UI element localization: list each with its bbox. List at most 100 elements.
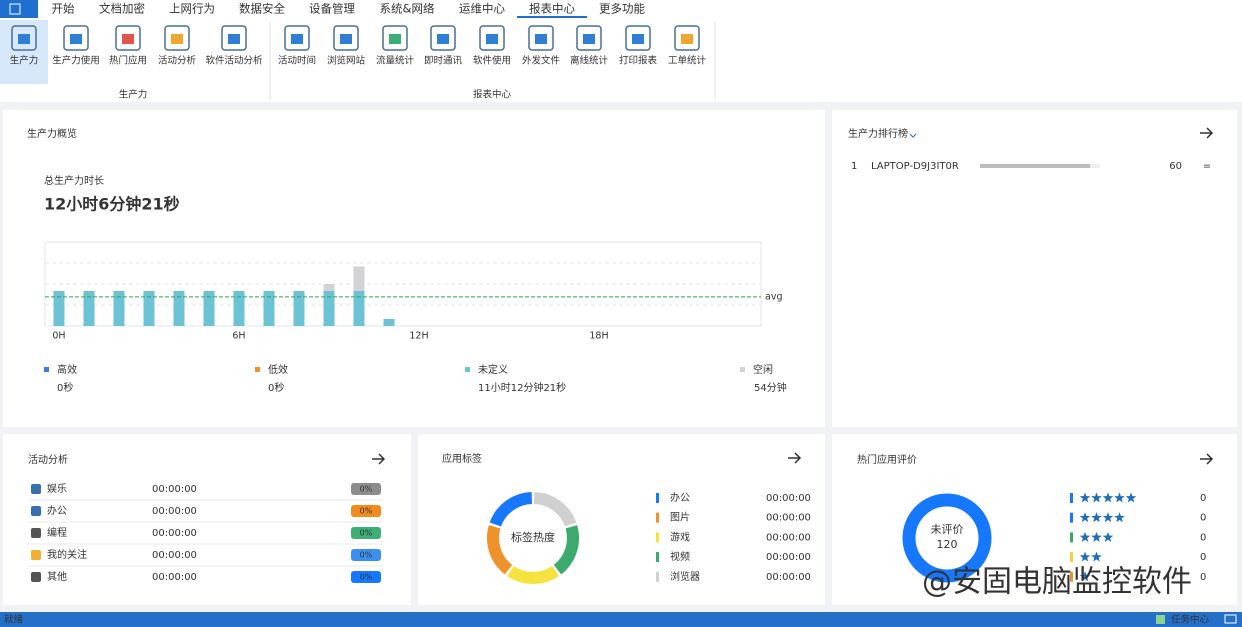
percent-label: 0% xyxy=(360,551,373,560)
activity-name: 编程 xyxy=(47,526,67,539)
activity-name: 其他 xyxy=(47,570,67,583)
computer-name: LAPTOP-D9J3IT0R xyxy=(871,161,959,172)
menu-tab[interactable]: 开始 xyxy=(52,2,75,16)
ribbon-active-bg xyxy=(0,20,48,84)
rank-value: 60 xyxy=(1169,161,1182,172)
donut-segment xyxy=(510,571,555,578)
bar-segment xyxy=(324,291,335,326)
tag-time: 00:00:00 xyxy=(766,493,811,504)
menu-tab[interactable]: 报表中心 xyxy=(529,2,575,16)
donut-center-value: 120 xyxy=(937,538,958,551)
tag-time: 00:00:00 xyxy=(766,513,811,524)
rank-number: 1 xyxy=(851,161,857,172)
rating-count: 0 xyxy=(1200,572,1206,583)
avg-label: avg xyxy=(765,291,782,302)
ribbon-item-label[interactable]: 活动时间 xyxy=(278,55,316,67)
bar-segment xyxy=(114,291,125,326)
ribbon-item-label[interactable]: 生产力使用 xyxy=(52,55,100,67)
rating-count: 0 xyxy=(1200,532,1206,543)
activity-time: 00:00:00 xyxy=(152,550,197,561)
activity-name: 办公 xyxy=(47,504,67,517)
bar-segment xyxy=(324,284,335,291)
ribbon-item-label[interactable]: 活动分析 xyxy=(158,55,197,67)
percent-label: 0% xyxy=(360,529,373,538)
ribbon-icon-accent xyxy=(389,34,401,44)
bar-segment xyxy=(84,291,95,326)
ribbon-item-label[interactable]: 生产力 xyxy=(10,55,39,67)
legend-swatch xyxy=(465,367,470,372)
menu-tab[interactable]: 运维中心 xyxy=(459,2,505,16)
legend-bar xyxy=(1070,493,1073,503)
ribbon-item-label[interactable]: 离线统计 xyxy=(570,55,609,67)
app-menu-button[interactable] xyxy=(0,0,38,18)
ribbon-icon-accent xyxy=(228,34,240,44)
ribbon-item-label[interactable]: 软件使用 xyxy=(473,55,511,67)
percent-label: 0% xyxy=(360,485,373,494)
bar-segment xyxy=(264,291,275,326)
row-icon xyxy=(31,506,41,516)
menu-tab[interactable]: 数据安全 xyxy=(239,2,285,16)
legend-swatch xyxy=(255,367,260,372)
ribbon-item-label[interactable]: 即时通讯 xyxy=(424,55,463,67)
status-left: 就绪 xyxy=(4,614,24,626)
tag-name: 办公 xyxy=(670,491,690,504)
legend-swatch xyxy=(44,367,49,372)
tag-name: 浏览器 xyxy=(670,570,700,583)
tag-name: 视频 xyxy=(670,550,690,563)
rating-count: 0 xyxy=(1200,493,1206,504)
ribbon-icon-accent xyxy=(122,34,134,44)
rank-bar xyxy=(980,164,1090,168)
ribbon-icon-accent xyxy=(437,34,449,44)
ribbon-item-label[interactable]: 软件活动分析 xyxy=(205,55,263,67)
percent-label: 0% xyxy=(360,507,373,516)
bar-segment xyxy=(294,291,305,326)
menu-tab[interactable]: 文档加密 xyxy=(99,2,145,16)
x-tick-label: 0H xyxy=(52,331,65,342)
bar-segment xyxy=(384,319,395,326)
x-tick-label: 18H xyxy=(589,331,608,342)
bar-segment xyxy=(144,291,155,326)
ribbon-item-label[interactable]: 流量统计 xyxy=(376,55,415,67)
ribbon-item-label[interactable]: 外发文件 xyxy=(522,55,561,67)
percent-label: 0% xyxy=(360,573,373,582)
menu-tab[interactable]: 设备管理 xyxy=(309,2,355,16)
tag-time: 00:00:00 xyxy=(766,572,811,583)
menu-tab[interactable]: 更多功能 xyxy=(599,2,645,16)
ribbon-item-label[interactable]: 浏览网站 xyxy=(327,55,366,67)
ribbon-item-label[interactable]: 打印报表 xyxy=(619,55,658,67)
overview-panel xyxy=(3,110,825,427)
ribbon-icon-accent xyxy=(535,34,547,44)
ranking-panel xyxy=(832,110,1237,427)
bar-segment xyxy=(354,291,365,326)
panel-title: 应用标签 xyxy=(442,452,482,465)
legend-bar xyxy=(1070,552,1073,562)
tag-time: 00:00:00 xyxy=(766,532,811,543)
ribbon-group-label: 报表中心 xyxy=(473,89,512,101)
ribbon-item-label[interactable]: 工单统计 xyxy=(668,55,707,67)
legend-label: 空闲 xyxy=(753,363,773,376)
ribbon-item-label[interactable]: 热门应用 xyxy=(109,55,147,67)
panel-title: 生产力排行榜 xyxy=(848,127,908,140)
legend-bar xyxy=(1070,513,1073,523)
menu-tab[interactable]: 上网行为 xyxy=(169,2,215,16)
menu-tab[interactable]: 系统&网络 xyxy=(380,2,435,16)
activity-time: 00:00:00 xyxy=(152,484,197,495)
ribbon-icon-accent xyxy=(171,34,183,44)
ribbon-icon-accent xyxy=(291,34,303,44)
legend-label: 低效 xyxy=(268,363,288,376)
ribbon-icon-accent xyxy=(583,34,595,44)
panel-title: 活动分析 xyxy=(28,453,68,466)
tag-name: 游戏 xyxy=(670,530,690,543)
status-right[interactable]: 任务中心 xyxy=(1171,614,1210,626)
bar-segment xyxy=(354,267,365,292)
activity-time: 00:00:00 xyxy=(152,506,197,517)
bar-segment xyxy=(174,291,185,326)
legend-bar xyxy=(656,552,659,562)
ribbon-icon-accent xyxy=(70,34,82,44)
legend-total: 0秒 xyxy=(57,381,73,394)
tag-time: 00:00:00 xyxy=(766,552,811,563)
legend-bar xyxy=(656,532,659,542)
legend-bar xyxy=(656,572,659,582)
panel-title: 热门应用评价 xyxy=(857,453,917,466)
